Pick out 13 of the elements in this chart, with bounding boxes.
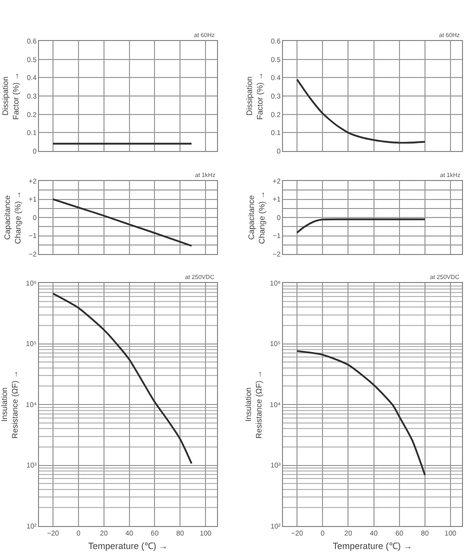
x-axis-title: Temperature (℃) → [88,541,168,552]
line-series [296,218,426,234]
y-axis-title: Capacitance Change (%) → [2,191,22,244]
y-axis-title: Insulation Resistance (ΩF) → [244,370,264,439]
y-axis-title: Dissipation Factor (%) → [245,72,265,120]
line-series [296,78,426,144]
line-series [52,292,192,464]
x-axis-title: Temperature (℃) → [332,541,412,552]
line-series [52,198,192,247]
line-series [296,350,426,476]
y-axis-title: Dissipation Factor (%) → [1,72,21,120]
y-axis-title: Insulation Resistance (ΩF) → [0,370,20,439]
y-axis-title: Capacitance Change (%) → [246,191,266,244]
